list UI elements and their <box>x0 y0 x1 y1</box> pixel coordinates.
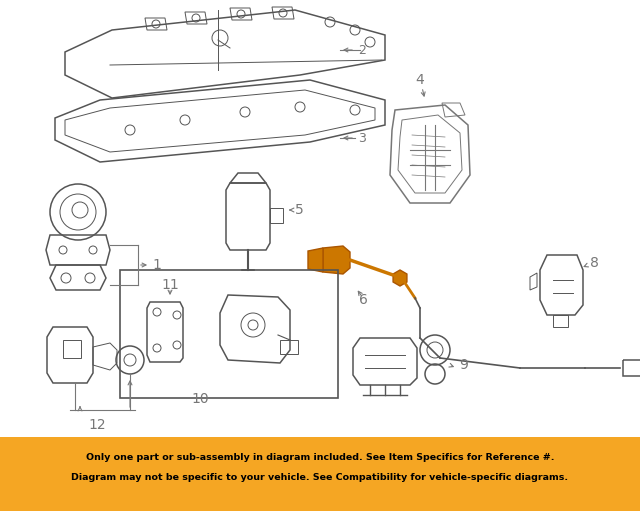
Text: 1: 1 <box>152 258 161 272</box>
Bar <box>120 270 338 398</box>
Text: 3: 3 <box>358 131 366 145</box>
Text: 9: 9 <box>459 358 468 372</box>
Polygon shape <box>308 248 323 272</box>
Bar <box>553 315 568 327</box>
Text: 4: 4 <box>415 73 424 87</box>
Text: 12: 12 <box>88 418 106 432</box>
Text: 5: 5 <box>295 203 304 217</box>
Bar <box>63 340 81 358</box>
Text: 10: 10 <box>191 392 209 406</box>
Bar <box>280 340 298 354</box>
Text: 11: 11 <box>161 278 179 292</box>
Text: 2: 2 <box>358 43 366 57</box>
Text: Diagram may not be specific to your vehicle. See Compatibility for vehicle-speci: Diagram may not be specific to your vehi… <box>72 473 568 482</box>
Text: 6: 6 <box>358 293 367 307</box>
Polygon shape <box>323 246 350 274</box>
Bar <box>0 437 640 511</box>
Text: 8: 8 <box>590 256 599 270</box>
Text: Only one part or sub-assembly in diagram included. See Item Specifics for Refere: Only one part or sub-assembly in diagram… <box>86 453 554 462</box>
Polygon shape <box>393 270 407 286</box>
